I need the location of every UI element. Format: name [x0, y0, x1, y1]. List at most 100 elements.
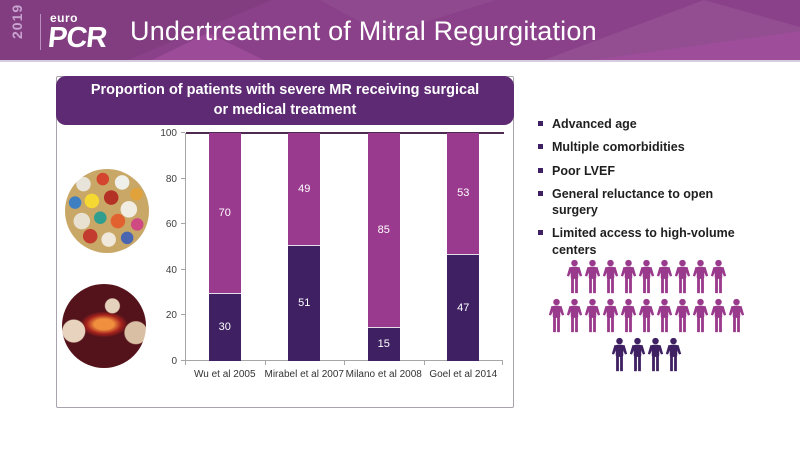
- bullet-text: Limited access to high-volume centers: [552, 226, 735, 257]
- patient-pictogram: [538, 258, 754, 375]
- segment-surgical: 47: [447, 253, 480, 361]
- person-icon: [620, 298, 636, 333]
- person-icon: [674, 298, 690, 333]
- segment-medical: 85: [367, 133, 400, 327]
- y-tick-label: 40: [165, 264, 177, 276]
- bullet-item: Poor LVEF: [538, 163, 750, 179]
- bar-milano-et-al-2008: 85 15: [367, 133, 400, 361]
- pictogram-row: [538, 297, 754, 334]
- bullet-item: General reluctance to open surgery: [538, 186, 750, 219]
- bar-value-label: 85: [377, 223, 390, 236]
- person-icon: [584, 259, 600, 294]
- person-icon: [602, 298, 618, 333]
- y-tick-mark: [181, 177, 185, 179]
- slide-header: 2019 euro PCR Undertreatment of Mitral R…: [0, 0, 800, 62]
- logo-text: euro PCR: [46, 10, 108, 54]
- person-icon: [656, 259, 672, 294]
- bar-value-label: 15: [377, 338, 390, 351]
- bullet-text: Multiple comorbidities: [552, 140, 685, 155]
- bullet-item: Limited access to high-volume centers: [538, 225, 750, 258]
- person-icon: [638, 298, 654, 333]
- bar-value-label: 49: [298, 182, 311, 195]
- logo-pcr: PCR: [46, 21, 108, 54]
- slide-title: Undertreatment of Mitral Regurgitation: [130, 15, 597, 46]
- reasons-bullet-list: Advanced age Multiple comorbidities Poor L…: [538, 116, 750, 265]
- bar-goel-et-al-2014: 53 47: [447, 133, 480, 361]
- europcr-logo: 2019 euro PCR: [9, 3, 108, 56]
- y-tick-mark: [181, 360, 185, 361]
- y-axis: [185, 133, 186, 361]
- bar-value-label: 53: [457, 187, 470, 200]
- y-tick-label: 60: [165, 219, 177, 231]
- y-tick-mark: [181, 223, 185, 225]
- person-icon: [665, 337, 681, 372]
- y-tick-label: 100: [160, 128, 177, 139]
- bar-value-label: 47: [457, 301, 470, 314]
- person-icon: [674, 259, 690, 294]
- square-bullet-icon: [538, 230, 543, 236]
- square-bullet-icon: [538, 167, 543, 173]
- person-icon: [620, 259, 636, 294]
- x-tick-mark: [502, 361, 503, 365]
- x-tick-mark: [185, 361, 186, 365]
- y-tick-label: 80: [165, 173, 177, 185]
- y-tick-label: 0: [171, 356, 177, 367]
- segment-medical: 53: [447, 133, 480, 254]
- bullet-text: Advanced age: [552, 117, 637, 131]
- x-axis: [185, 360, 503, 361]
- x-tick-mark: [423, 361, 425, 365]
- y-tick-label: 20: [165, 310, 177, 322]
- logo-divider: [40, 14, 41, 50]
- pills-photo: [65, 169, 149, 253]
- bar-value-label: 70: [218, 206, 231, 219]
- person-icon: [566, 259, 582, 294]
- person-icon: [611, 337, 627, 372]
- person-icon: [647, 337, 663, 372]
- logo-euro: euro: [50, 10, 79, 25]
- person-icon: [548, 298, 564, 333]
- x-tick-mark: [264, 361, 266, 365]
- x-category-label: Mirabel et al 2007: [264, 369, 345, 380]
- bar-wu-et-al-2005: 70 30: [208, 133, 241, 361]
- x-category-label: Goel et al 2014: [429, 369, 498, 380]
- bullet-text: General reluctance to open surgery: [552, 186, 714, 217]
- y-tick-mark: [181, 314, 185, 316]
- chart-panel: Proportion of patients with severe MR re…: [56, 76, 514, 408]
- chart-panel-title: Proportion of patients with severe MR re…: [56, 76, 514, 126]
- bullet-text: Poor LVEF: [552, 163, 615, 178]
- person-icon: [656, 298, 672, 333]
- bar-mirabel-et-al-2007: 49 51: [288, 133, 321, 361]
- logo-year: 2019: [9, 3, 25, 39]
- person-icon: [566, 298, 582, 333]
- square-bullet-icon: [538, 190, 543, 196]
- person-icon: [602, 259, 618, 294]
- x-category-label: Milano et al 2008: [345, 369, 422, 380]
- bar-value-label: 30: [218, 321, 231, 334]
- segment-medical: 70: [208, 133, 241, 293]
- surgery-photo: [62, 284, 146, 368]
- x-category-label: Wu et al 2005: [193, 369, 256, 380]
- plot-top-border: [186, 132, 504, 134]
- square-bullet-icon: [538, 121, 543, 126]
- stacked-bar-chart: 0 20 40 60 80 100 70 30 Wu et al 2005 49 51 Mirabel…: [160, 128, 504, 380]
- bullet-item: Multiple comorbidities: [538, 139, 750, 155]
- segment-surgical: 30: [208, 292, 241, 361]
- person-icon: [629, 337, 645, 372]
- x-tick-mark: [344, 361, 345, 365]
- person-icon: [638, 259, 654, 294]
- segment-medical: 49: [288, 133, 321, 245]
- segment-surgical: 51: [288, 244, 321, 361]
- square-bullet-icon: [538, 144, 543, 150]
- person-icon: [692, 259, 708, 294]
- person-icon: [692, 298, 708, 333]
- person-icon: [710, 259, 726, 294]
- y-tick-mark: [181, 268, 185, 270]
- bullet-item: Advanced age: [538, 116, 750, 132]
- bar-value-label: 51: [298, 297, 311, 310]
- person-icon: [728, 298, 744, 333]
- y-tick-mark: [181, 132, 185, 133]
- pictogram-row: [538, 336, 754, 373]
- pictogram-row: [538, 258, 754, 295]
- segment-surgical: 15: [367, 326, 400, 361]
